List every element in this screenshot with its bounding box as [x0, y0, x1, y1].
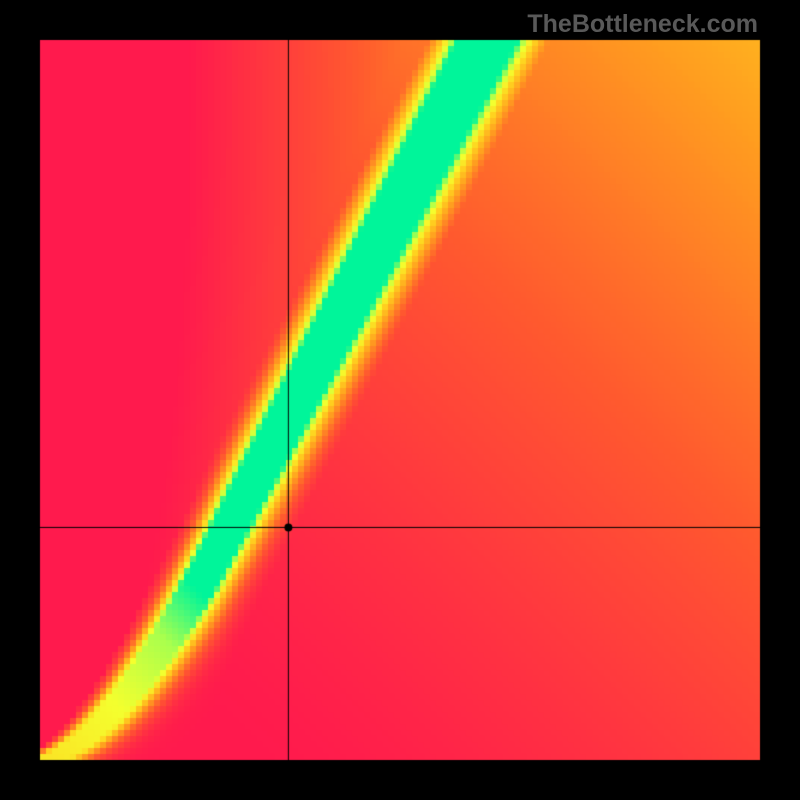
- bottleneck-heatmap: [0, 0, 800, 800]
- watermark-text: TheBottleneck.com: [527, 10, 758, 39]
- chart-container: TheBottleneck.com: [0, 0, 800, 800]
